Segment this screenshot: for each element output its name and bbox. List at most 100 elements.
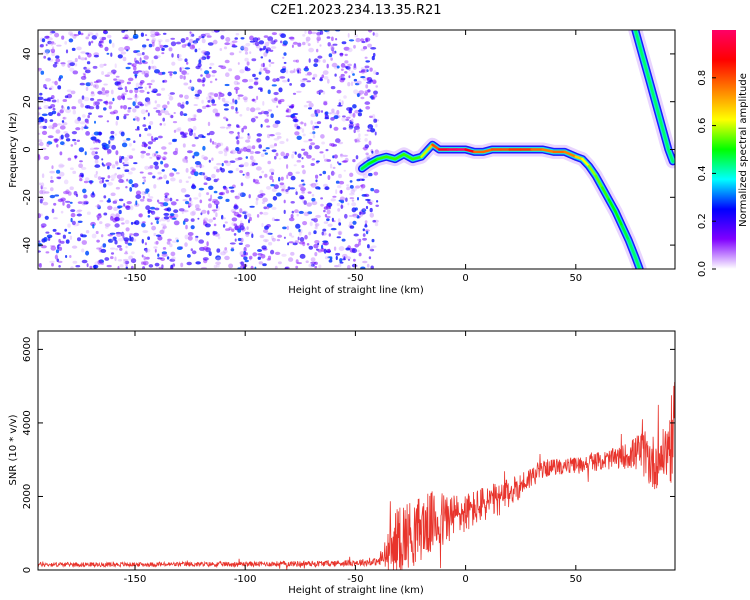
noise-dot [137,70,143,73]
noise-dot [76,213,83,217]
noise-dot [256,133,262,137]
spectrogram-x-tick-label: -100 [234,273,257,284]
noise-dot [245,232,250,237]
noise-dot [331,47,335,52]
noise-dot [89,265,93,269]
noise-dot [107,175,111,179]
signal-trace-core-segment [411,155,423,161]
noise-dot [57,260,63,264]
noise-dot [296,159,302,163]
noise-dot [187,86,194,90]
noise-dot [263,110,269,115]
noise-dot [305,36,311,42]
noise-dot [362,207,366,211]
noise-dot [253,81,259,86]
noise-dot [244,51,249,55]
noise-dot [87,32,94,36]
noise-dot [372,219,377,223]
noise-dot [96,247,102,250]
noise-dot [334,50,337,54]
noise-dot [219,167,223,171]
noise-dot [192,40,199,44]
noise-dot [338,173,342,179]
noise-dot [51,110,57,115]
noise-dot [55,249,60,254]
noise-dot [311,197,316,202]
noise-dot [158,266,162,269]
noise-dot [149,196,154,199]
noise-dot [349,197,355,200]
noise-dot [133,183,139,188]
noise-dot [112,236,117,241]
noise-dot [295,191,298,196]
noise-dot [287,186,291,191]
noise-dot [222,217,226,220]
noise-dot [240,163,245,166]
noise-dot [286,225,289,231]
noise-dot [198,187,205,191]
noise-dot [289,70,295,74]
noise-dot [97,176,102,181]
noise-dot [91,133,94,137]
noise-dot [271,98,277,102]
noise-dot [104,74,111,77]
noise-dot [115,120,118,126]
noise-dot [286,174,289,180]
noise-dot [160,160,164,165]
noise-dot [131,148,136,151]
noise-dot [338,263,342,268]
noise-dot [308,58,311,63]
noise-dot [122,36,129,40]
noise-dot [365,230,369,235]
noise-dot [280,40,283,44]
noise-dot [331,62,338,68]
noise-dot [204,51,211,56]
noise-dot [145,256,150,260]
noise-dot [106,264,112,268]
noise-dot [314,265,318,269]
noise-dot [340,73,345,77]
noise-dot [38,213,42,219]
noise-dot [144,86,147,90]
noise-dot [274,251,281,255]
noise-dot [152,175,156,179]
noise-dot [369,79,374,82]
noise-dot [260,88,263,92]
noise-dot [340,204,343,209]
noise-dot [194,236,199,242]
noise-dot [152,65,157,70]
noise-dot [230,131,233,135]
noise-dot [151,39,155,44]
noise-dot [250,265,254,269]
noise-dot [312,217,317,221]
noise-dot [71,47,76,52]
noise-dot [151,59,154,65]
noise-dot [233,233,237,236]
noise-dot [234,157,240,161]
noise-dot [171,256,176,261]
noise-dot [244,46,249,52]
noise-dot [50,48,56,54]
noise-dot [309,183,314,186]
noise-dot [300,196,305,200]
noise-dot [300,179,304,182]
noise-dot [271,235,274,240]
noise-dot [239,114,243,117]
noise-dot [198,78,203,83]
noise-dot [139,133,142,138]
noise-dot [372,52,376,57]
noise-dot [143,179,146,183]
noise-dot [105,100,109,106]
noise-dot [338,180,345,185]
noise-dot [147,210,152,213]
noise-dot [44,118,48,124]
noise-dot [370,187,375,192]
noise-dot [176,239,179,243]
noise-dot [375,32,379,38]
noise-dot [368,256,372,260]
noise-dot [306,80,312,83]
colorbar-ticks: 0.00.20.40.60.8 [697,70,716,277]
noise-dot [280,176,284,181]
noise-dot [65,189,70,195]
noise-dot [221,162,224,167]
